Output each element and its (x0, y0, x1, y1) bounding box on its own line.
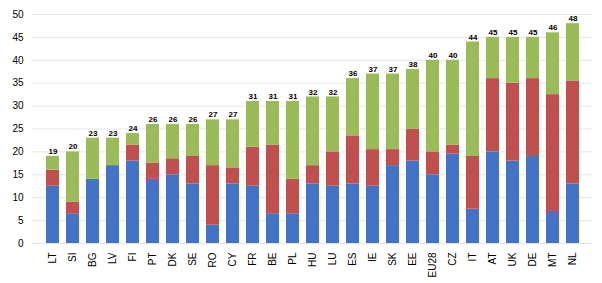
svg-text:FR: FR (247, 253, 258, 266)
svg-text:44: 44 (469, 33, 478, 42)
svg-text:31: 31 (249, 92, 258, 101)
svg-text:5: 5 (18, 215, 24, 226)
svg-text:DE: DE (527, 252, 538, 266)
svg-text:ES: ES (347, 252, 358, 266)
svg-text:45: 45 (529, 28, 538, 37)
svg-text:BG: BG (87, 252, 98, 267)
svg-text:26: 26 (149, 115, 158, 124)
svg-text:PT: PT (147, 253, 158, 266)
svg-text:38: 38 (409, 60, 418, 69)
svg-text:32: 32 (329, 88, 338, 97)
svg-text:MT: MT (547, 253, 558, 267)
svg-text:SE: SE (187, 252, 198, 266)
svg-text:50: 50 (12, 9, 24, 20)
svg-text:UK: UK (507, 252, 518, 266)
svg-text:RO: RO (207, 252, 218, 267)
svg-text:CZ: CZ (447, 253, 458, 266)
svg-text:45: 45 (509, 28, 518, 37)
svg-text:CY: CY (227, 252, 238, 266)
svg-text:25: 25 (12, 123, 24, 134)
svg-text:23: 23 (89, 129, 98, 138)
svg-text:DK: DK (167, 252, 178, 266)
svg-text:SK: SK (387, 252, 398, 266)
svg-text:40: 40 (449, 51, 458, 60)
svg-text:10: 10 (12, 192, 24, 203)
svg-text:EE: EE (407, 252, 418, 266)
svg-text:LT: LT (47, 253, 58, 264)
svg-text:SI: SI (67, 253, 78, 262)
svg-text:32: 32 (309, 88, 318, 97)
svg-text:PL: PL (287, 252, 298, 265)
svg-text:FI: FI (127, 253, 138, 262)
svg-text:40: 40 (12, 55, 24, 66)
svg-text:27: 27 (209, 110, 218, 119)
svg-text:35: 35 (12, 77, 24, 88)
svg-text:BE: BE (267, 252, 278, 266)
svg-text:31: 31 (269, 92, 278, 101)
svg-text:40: 40 (429, 51, 438, 60)
svg-text:31: 31 (289, 92, 298, 101)
svg-text:24: 24 (129, 124, 138, 133)
svg-text:26: 26 (189, 115, 198, 124)
svg-text:23: 23 (109, 129, 118, 138)
svg-text:48: 48 (569, 14, 578, 23)
svg-text:37: 37 (369, 65, 378, 74)
svg-text:45: 45 (12, 32, 24, 43)
svg-text:45: 45 (489, 28, 498, 37)
svg-text:26: 26 (169, 115, 178, 124)
svg-text:HU: HU (307, 253, 318, 267)
svg-text:AT: AT (487, 253, 498, 265)
svg-text:IT: IT (467, 253, 478, 262)
svg-text:30: 30 (12, 100, 24, 111)
svg-text:46: 46 (549, 23, 558, 32)
svg-text:IE: IE (367, 252, 378, 262)
svg-text:NL: NL (567, 252, 578, 265)
svg-text:20: 20 (69, 142, 78, 151)
svg-text:0: 0 (18, 238, 24, 249)
svg-text:EU28: EU28 (427, 252, 438, 277)
svg-text:19: 19 (49, 147, 58, 156)
svg-text:37: 37 (389, 65, 398, 74)
svg-text:LU: LU (327, 253, 338, 266)
svg-text:27: 27 (229, 110, 238, 119)
svg-text:36: 36 (349, 69, 358, 78)
svg-text:15: 15 (12, 169, 24, 180)
svg-text:20: 20 (12, 146, 24, 157)
svg-text:LV: LV (107, 252, 118, 264)
